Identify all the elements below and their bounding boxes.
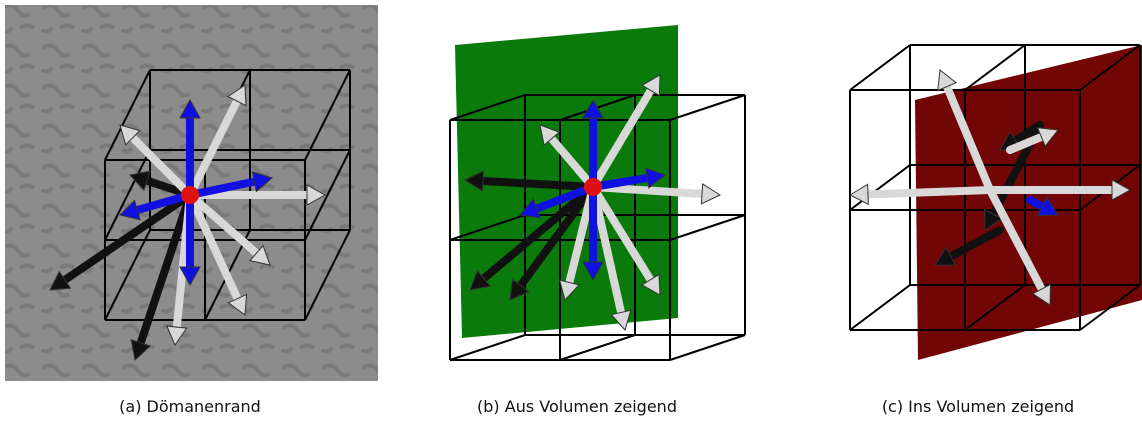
wireframe-edge [450,335,525,360]
wireframe-edge [850,45,910,90]
arrow-head [701,184,720,204]
wireframe-edge [670,95,745,120]
wireframe-edge [850,165,910,210]
arrow-head [850,184,868,204]
caption: (b) Aus Volumen zeigend [477,397,677,416]
wireframe-edge [560,335,635,360]
center-node [181,186,199,204]
arrow-shaft [868,190,990,194]
wireframe-edge [670,335,745,360]
caption: (c) Ins Volumen zeigend [882,397,1074,416]
wireframe-edge [670,215,745,240]
figure: (a) Dömanenrand (b) Aus Volumen zeigend … [0,0,1142,425]
wireframe-edge [850,285,910,330]
caption: (a) Dömanenrand [119,397,261,416]
center-node [584,178,602,196]
